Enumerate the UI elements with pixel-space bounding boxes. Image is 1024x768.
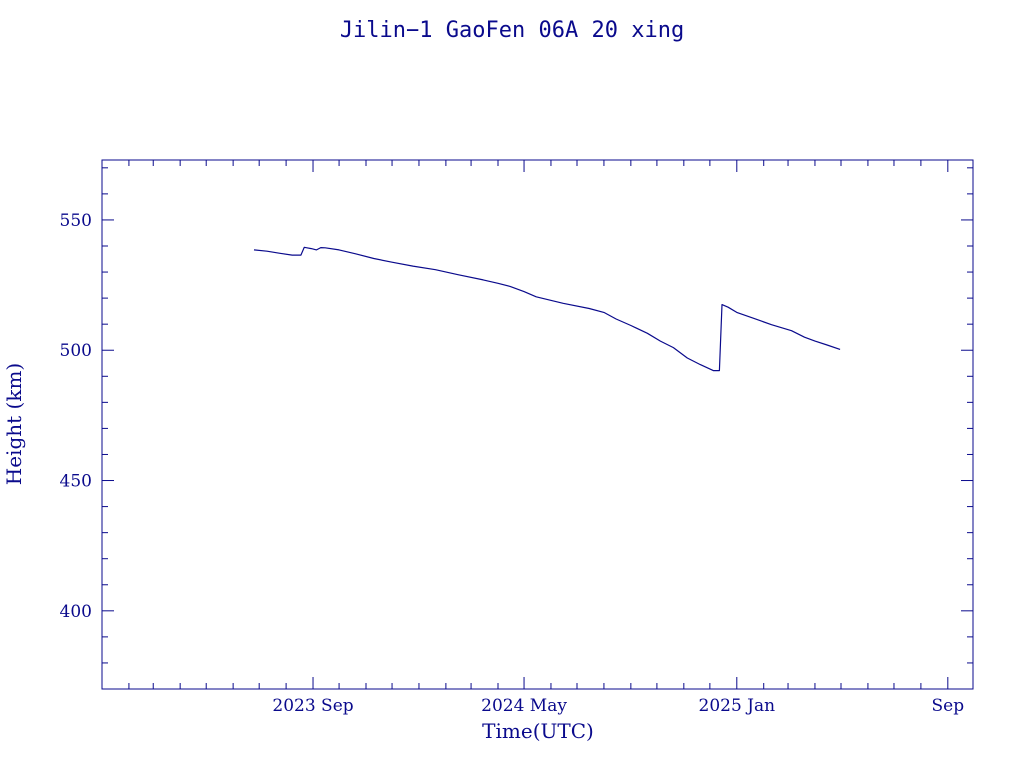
x-tick-label: 2023 Sep xyxy=(272,696,353,716)
y-tick-label: 500 xyxy=(60,341,92,361)
y-tick-label: 400 xyxy=(60,602,92,622)
chart-title: Jilin−1 GaoFen 06A 20 xing xyxy=(340,18,684,43)
y-axis-tick-labels: 400 450 500 550 xyxy=(60,211,92,622)
x-tick-label: 2024 May xyxy=(481,696,567,716)
y-axis-ticks xyxy=(102,167,973,690)
x-axis-tick-labels: 2023 Sep 2024 May 2025 Jan Sep xyxy=(272,696,964,716)
x-tick-label: Sep xyxy=(932,696,965,716)
y-tick-label: 450 xyxy=(60,472,92,492)
y-axis-label: Height (km) xyxy=(2,363,26,485)
x-tick-label: 2025 Jan xyxy=(699,696,776,716)
plot-frame xyxy=(101,159,974,690)
series-line-height xyxy=(253,246,841,372)
y-tick-label: 550 xyxy=(60,211,92,231)
x-axis-label: Time(UTC) xyxy=(482,719,594,743)
x-axis-ticks xyxy=(128,160,949,689)
